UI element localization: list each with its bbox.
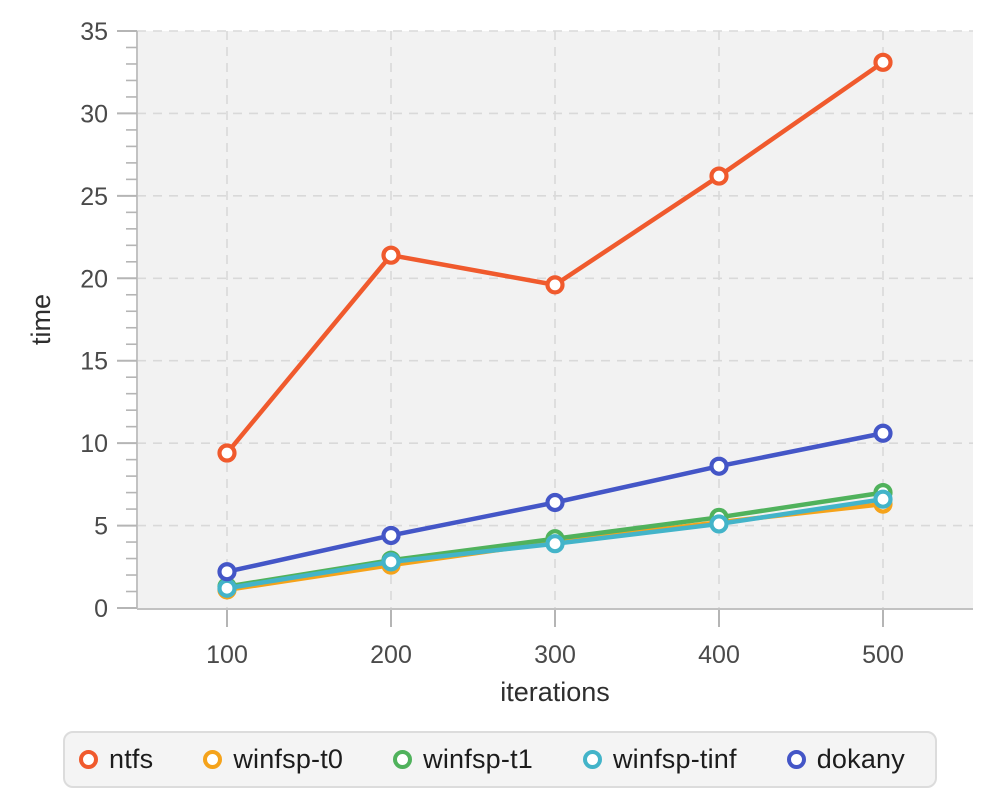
legend-label-ntfs: ntfs <box>109 744 154 774</box>
legend-item-winfsp-tinf: winfsp-tinf <box>582 744 737 775</box>
legend-item-winfsp-t1: winfsp-t1 <box>393 744 533 775</box>
y-tick-label-25: 25 <box>80 183 108 211</box>
data-point-ntfs-300 <box>545 275 565 295</box>
data-point-ntfs-400 <box>709 166 729 186</box>
y-tick-label-5: 5 <box>94 513 108 541</box>
data-point-winfsp-tinf-300 <box>545 534 565 554</box>
data-point-dokany-300 <box>545 492 565 513</box>
legend-marker-icon-winfsp-tinf <box>582 750 602 769</box>
data-point-dokany-200 <box>381 525 401 546</box>
legend-marker-icon-dokany <box>786 750 806 769</box>
x-tick-label-400: 400 <box>698 641 740 669</box>
x-tick-label-200: 200 <box>370 641 412 669</box>
x-tick-label-500: 500 <box>862 641 904 669</box>
legend-marker-icon-winfsp-t1 <box>393 750 413 769</box>
line-chart-canvas: 0 5 10 15 20 25 30 35 100 200 300 400 500 time iterati… <box>26 18 973 707</box>
y-tick-label-15: 15 <box>80 348 108 376</box>
series-ntfs <box>217 52 893 463</box>
legend-label-dokany: dokany <box>816 744 905 774</box>
chart-legend: ntfs winfsp-t0 winfsp-t1 winfsp-tinf dokany <box>63 731 937 788</box>
data-point-winfsp-tinf-200 <box>381 552 401 572</box>
x-tick-label-300: 300 <box>534 641 576 669</box>
legend-marker-icon-winfsp-t0 <box>203 750 223 769</box>
data-point-dokany-500 <box>873 423 893 443</box>
data-point-winfsp-tinf-400 <box>709 514 729 534</box>
x-tick-label-100: 100 <box>206 641 248 669</box>
y-tick-label-10: 10 <box>80 430 108 458</box>
y-tick-label-35: 35 <box>80 18 108 46</box>
legend-item-ntfs: ntfs <box>79 744 153 775</box>
legend-label-winfsp-tinf: winfsp-tinf <box>612 744 737 774</box>
y-tick-label-0: 0 <box>94 595 108 623</box>
data-point-ntfs-200 <box>381 245 401 265</box>
legend-item-dokany: dokany <box>786 744 905 775</box>
data-point-ntfs-100 <box>217 443 237 463</box>
series-winfsp-tinf <box>217 489 893 598</box>
legend-marker-icon-ntfs <box>79 750 98 769</box>
x-axis-title: iterations <box>500 677 610 707</box>
data-point-winfsp-tinf-100 <box>217 578 237 598</box>
y-axis-title: time <box>26 294 56 345</box>
data-point-dokany-100 <box>217 562 237 582</box>
series-dokany <box>217 423 893 582</box>
legend-label-winfsp-t0: winfsp-t0 <box>233 744 344 774</box>
data-point-ntfs-500 <box>873 52 893 72</box>
legend-item-winfsp-t0: winfsp-t0 <box>203 744 343 775</box>
y-tick-label-30: 30 <box>80 100 108 128</box>
data-point-winfsp-tinf-500 <box>873 489 893 509</box>
legend-label-winfsp-t1: winfsp-t1 <box>423 744 533 774</box>
y-tick-label-20: 20 <box>80 265 108 293</box>
data-point-dokany-400 <box>709 456 729 476</box>
